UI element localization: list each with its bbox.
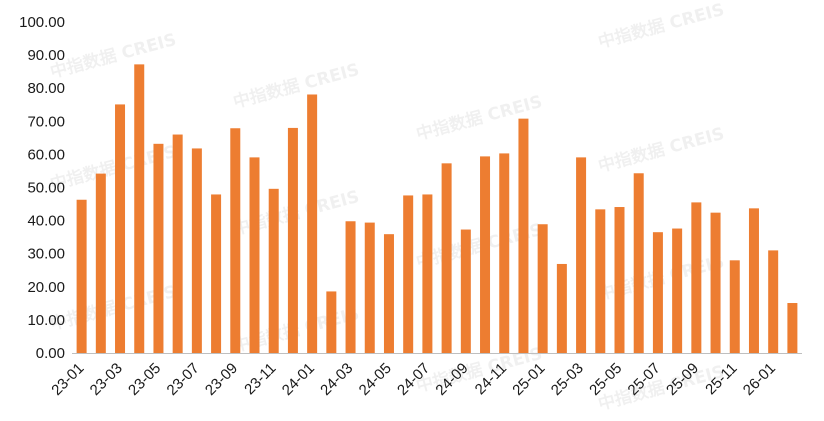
bar bbox=[556, 263, 567, 353]
x-tick-label: 23-07 bbox=[164, 360, 203, 399]
bar bbox=[230, 128, 241, 353]
x-tick-label: 23-05 bbox=[125, 360, 164, 399]
x-tick-label: 26-01 bbox=[740, 360, 779, 399]
bar bbox=[787, 303, 798, 353]
bar bbox=[768, 250, 779, 353]
x-tick-label: 24-03 bbox=[317, 360, 356, 399]
bar bbox=[76, 199, 87, 353]
bar bbox=[95, 173, 106, 353]
bar bbox=[153, 143, 164, 353]
bar bbox=[383, 234, 394, 353]
y-tick-label: 30.00 bbox=[27, 246, 65, 263]
bar bbox=[537, 224, 548, 353]
bar bbox=[422, 194, 433, 353]
bar bbox=[249, 157, 260, 353]
bar bbox=[595, 209, 606, 353]
y-tick-label: 100.00 bbox=[19, 14, 65, 31]
x-tick-label: 23-11 bbox=[241, 360, 279, 398]
bar bbox=[403, 195, 414, 353]
bar bbox=[211, 194, 222, 353]
bar bbox=[672, 228, 683, 353]
bar bbox=[748, 208, 759, 353]
bar bbox=[633, 173, 644, 353]
bar bbox=[691, 202, 702, 353]
bar bbox=[326, 291, 337, 353]
bar bbox=[480, 156, 491, 353]
bar bbox=[115, 104, 126, 353]
y-tick-label: 0.00 bbox=[36, 345, 65, 362]
x-tick-label: 23-03 bbox=[87, 360, 126, 399]
bar bbox=[499, 153, 510, 353]
bar bbox=[287, 127, 298, 353]
bar bbox=[710, 212, 721, 353]
bar bbox=[191, 148, 202, 353]
bar bbox=[729, 260, 740, 353]
y-tick-label: 90.00 bbox=[27, 47, 65, 64]
x-tick-label: 23-01 bbox=[48, 360, 87, 399]
x-tick-label: 24-01 bbox=[279, 360, 318, 399]
bar bbox=[268, 188, 279, 353]
bar bbox=[364, 222, 375, 353]
bar bbox=[134, 64, 145, 354]
watermark-text: 中指数据 CREIS bbox=[231, 59, 362, 113]
bar bbox=[460, 229, 471, 353]
bar bbox=[614, 207, 625, 353]
y-axis-ticks: 0.00 10.00 20.00 30.00 40.00 50.00 60.00 70.00 8… bbox=[19, 14, 65, 362]
watermark-text: 中指数据 CREIS bbox=[596, 0, 727, 53]
y-tick-label: 10.00 bbox=[27, 312, 65, 329]
bar bbox=[307, 94, 318, 354]
bar bbox=[576, 157, 587, 353]
x-axis-ticks: 23-01 23-03 23-05 23-07 23-09 23-11 24-01 24-03… bbox=[48, 360, 779, 399]
bar bbox=[345, 221, 356, 353]
x-tick-label: 25-03 bbox=[548, 360, 587, 399]
y-tick-label: 80.00 bbox=[27, 80, 65, 97]
bar bbox=[518, 118, 529, 354]
y-tick-label: 20.00 bbox=[27, 279, 65, 296]
bar bbox=[652, 232, 663, 353]
y-tick-label: 50.00 bbox=[27, 180, 65, 197]
y-tick-label: 70.00 bbox=[27, 113, 65, 130]
watermark-text: 中指数据 CREIS bbox=[48, 29, 179, 83]
watermark-text: 中指数据 CREIS bbox=[596, 123, 727, 177]
bar bbox=[172, 134, 183, 353]
bar-series bbox=[76, 64, 798, 354]
bar bbox=[441, 163, 452, 353]
x-tick-label: 24-05 bbox=[356, 360, 395, 399]
y-tick-label: 60.00 bbox=[27, 146, 65, 163]
x-tick-label: 23-09 bbox=[202, 360, 241, 399]
y-tick-label: 40.00 bbox=[27, 213, 65, 230]
